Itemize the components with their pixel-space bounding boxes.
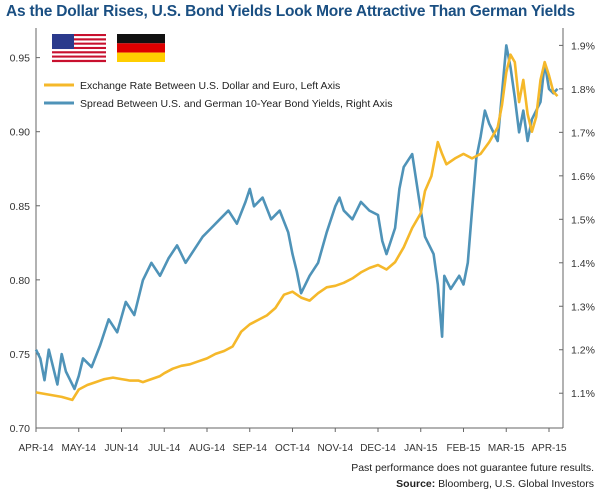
source-line: Source: Bloomberg, U.S. Global Investors	[396, 478, 594, 490]
yield-spread-line	[34, 44, 559, 391]
page-title: As the Dollar Rises, U.S. Bond Yields Lo…	[6, 3, 575, 20]
x-tick-label: JUN-14	[105, 443, 139, 454]
y-right-tick-label: 1.7%	[571, 127, 595, 139]
y-left-tick-label: 0.95	[10, 53, 31, 65]
x-tick-label: JUL-14	[148, 443, 181, 454]
y-left-tick-label: 0.75	[10, 349, 31, 361]
y-right-tick-label: 1.4%	[571, 258, 595, 270]
x-tick-label: SEP-14	[233, 443, 268, 454]
y-right-tick-label: 1.6%	[571, 171, 595, 183]
y-right-tick-label: 1.5%	[571, 214, 595, 226]
y-left-tick-label: 0.80	[10, 275, 31, 287]
x-tick-labels: APR-14 MAY-14 JUN-14 JUL-14 AUG-14 SEP-14 OCT-…	[18, 428, 567, 454]
x-tick-label: MAR-15	[488, 443, 525, 454]
us-flag-icon	[52, 34, 106, 63]
y-right-tick-label: 1.2%	[571, 345, 595, 357]
legend-label-spread: Spread Between U.S. and German 10-Year B…	[80, 98, 392, 110]
y-left-tick-label: 0.90	[10, 127, 31, 139]
x-tick-label: MAY-14	[62, 443, 97, 454]
x-tick-label: DEC-14	[360, 443, 396, 454]
y-left-tick-labels: 0.70 0.75 0.80 0.85 0.90 0.95	[10, 53, 40, 435]
x-tick-label: AUG-14	[189, 443, 226, 454]
x-tick-label: APR-14	[18, 443, 53, 454]
y-left-tick-label: 0.70	[10, 423, 31, 435]
germany-flag-icon	[117, 34, 165, 62]
y-right-tick-label: 1.3%	[571, 301, 595, 313]
x-tick-label: NOV-14	[317, 443, 353, 454]
x-tick-label: JAN-15	[404, 443, 438, 454]
source-text: Bloomberg, U.S. Global Investors	[438, 478, 594, 490]
series-layer	[34, 44, 559, 402]
y-right-tick-label: 1.1%	[571, 388, 595, 400]
y-left-tick-label: 0.85	[10, 201, 31, 213]
legend: Exchange Rate Between U.S. Dollar and Eu…	[44, 80, 392, 110]
y-right-tick-labels: 1.1% 1.2% 1.3% 1.4% 1.5% 1.6% 1.7% 1.8% 1.9%	[559, 40, 595, 400]
source-label: Source:	[396, 478, 436, 490]
disclaimer-text: Past performance does not guarantee futu…	[351, 462, 594, 474]
legend-label-exchange: Exchange Rate Between U.S. Dollar and Eu…	[80, 80, 340, 92]
x-tick-label: APR-15	[531, 443, 566, 454]
x-tick-label: OCT-14	[275, 443, 310, 454]
y-right-tick-label: 1.9%	[571, 40, 595, 52]
x-tick-label: FEB-15	[447, 443, 481, 454]
y-right-tick-label: 1.8%	[571, 84, 595, 96]
exchange-rate-line	[35, 53, 559, 402]
